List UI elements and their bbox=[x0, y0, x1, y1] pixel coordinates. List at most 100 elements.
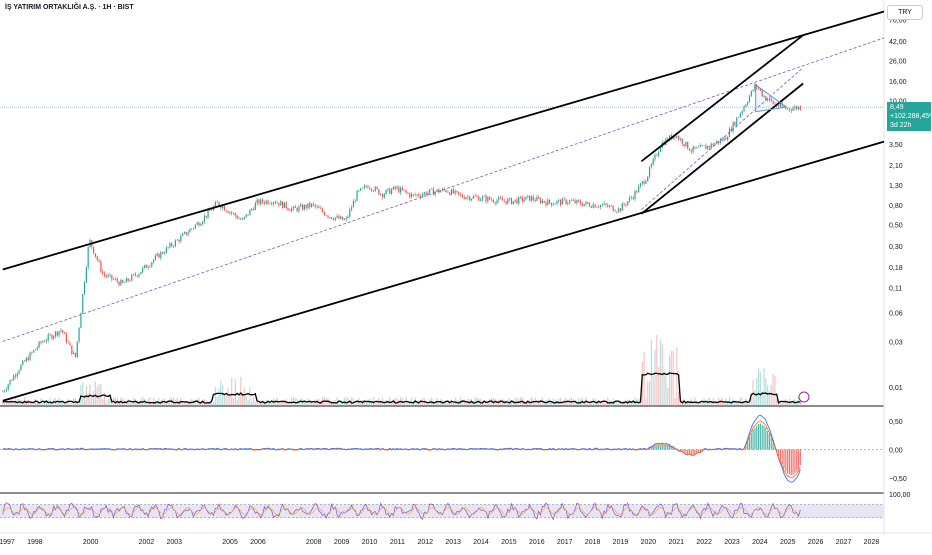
candle-body bbox=[177, 240, 178, 241]
price-tick-label: 0,01 bbox=[889, 385, 903, 392]
candle-body bbox=[178, 240, 179, 242]
candle-body bbox=[55, 332, 56, 337]
moving-average-line[interactable] bbox=[3, 38, 884, 342]
macd-histogram-bar bbox=[691, 450, 692, 455]
volume-bar bbox=[654, 350, 655, 405]
volume-bar bbox=[237, 400, 238, 405]
candle-body bbox=[184, 232, 185, 234]
volume-bar bbox=[37, 403, 38, 405]
candle-body bbox=[295, 207, 296, 208]
candle-body bbox=[42, 341, 43, 342]
candle-body bbox=[753, 90, 754, 91]
candle-body bbox=[622, 204, 623, 211]
candle-body bbox=[533, 197, 534, 200]
macd-histogram-bar bbox=[791, 450, 792, 476]
candle-body bbox=[153, 260, 154, 263]
volume-bar bbox=[760, 372, 761, 405]
candle-body bbox=[698, 147, 699, 148]
macd-histogram-bar bbox=[767, 431, 768, 449]
price-tick-label: 0,50 bbox=[889, 223, 903, 230]
candle-body bbox=[286, 202, 287, 208]
candle-body bbox=[326, 215, 327, 216]
volume-bar bbox=[754, 391, 755, 405]
candle-body bbox=[451, 189, 452, 194]
candle-body bbox=[293, 207, 294, 209]
candle-body bbox=[320, 208, 321, 209]
candle-body bbox=[676, 136, 677, 138]
candle-body bbox=[516, 200, 517, 204]
candle-body bbox=[618, 208, 619, 211]
volume-bar bbox=[560, 398, 561, 405]
candle-body bbox=[740, 113, 741, 117]
volume-bar bbox=[57, 402, 58, 405]
trendlines[interactable] bbox=[3, 11, 884, 402]
candle-body bbox=[33, 350, 34, 352]
candle-body bbox=[578, 200, 579, 201]
candle-body bbox=[604, 204, 605, 205]
volume-bar bbox=[271, 403, 272, 405]
candle-body bbox=[507, 199, 508, 204]
time-tick-label: 2012 bbox=[417, 539, 433, 546]
candle-body bbox=[683, 144, 684, 146]
macd-histogram-bar bbox=[671, 448, 672, 450]
candle-body bbox=[126, 278, 127, 282]
candle-body bbox=[238, 218, 239, 219]
candle-body bbox=[231, 212, 232, 213]
candle-body bbox=[462, 195, 463, 197]
macd-histogram-bar bbox=[696, 450, 697, 453]
macd-histogram-bar bbox=[749, 437, 750, 449]
candle-body bbox=[169, 243, 170, 247]
symbol-title[interactable]: İŞ YATIRIM ORTAKLIĞI A.Ş. · 1H · BIST bbox=[5, 4, 134, 11]
candle-body bbox=[696, 147, 697, 148]
volume-bar bbox=[131, 403, 132, 405]
trend-line[interactable] bbox=[3, 142, 884, 401]
candle-body bbox=[482, 197, 483, 200]
candle-body bbox=[478, 197, 479, 201]
volume-bar bbox=[93, 391, 94, 405]
triangle-pattern[interactable] bbox=[756, 85, 787, 112]
volume-bar bbox=[671, 351, 672, 405]
candle-body bbox=[246, 214, 247, 217]
candle-body bbox=[57, 332, 58, 336]
candle-body bbox=[738, 117, 739, 118]
candle-body bbox=[297, 208, 298, 211]
candle-body bbox=[75, 353, 76, 357]
candle-body bbox=[247, 214, 248, 215]
volume-bar bbox=[660, 340, 661, 405]
volume-bar bbox=[531, 397, 532, 405]
candle-body bbox=[725, 138, 726, 140]
candle-body bbox=[129, 281, 130, 282]
volume-bar bbox=[253, 397, 254, 405]
candle-body bbox=[100, 262, 101, 272]
candle-body bbox=[198, 223, 199, 226]
candle-body bbox=[591, 207, 592, 208]
volume-bar bbox=[411, 397, 412, 405]
candle-body bbox=[189, 229, 190, 232]
candle-body bbox=[702, 145, 703, 146]
candle-body bbox=[333, 219, 334, 220]
trend-line[interactable] bbox=[641, 35, 803, 161]
candle-body bbox=[224, 206, 225, 210]
candle-body bbox=[275, 202, 276, 203]
macd-histogram-bar bbox=[693, 450, 694, 455]
indicator-badge-icon[interactable] bbox=[799, 392, 809, 402]
macd-histogram-bar bbox=[787, 450, 788, 474]
candle-body bbox=[233, 213, 234, 214]
volume-bar bbox=[680, 402, 681, 405]
candle-body bbox=[484, 196, 485, 197]
currency-button[interactable]: TRY bbox=[887, 5, 923, 20]
volume-bar bbox=[484, 403, 485, 405]
candle-body bbox=[580, 201, 581, 204]
candle-body bbox=[217, 202, 218, 203]
candle-body bbox=[787, 108, 788, 109]
candle-body bbox=[593, 204, 594, 207]
candle-body bbox=[351, 207, 352, 209]
volume-bar bbox=[756, 378, 757, 405]
candle-body bbox=[117, 279, 118, 282]
candle-body bbox=[187, 232, 188, 234]
volume-bar bbox=[231, 378, 232, 405]
candle-body bbox=[338, 216, 339, 219]
trend-line[interactable] bbox=[3, 11, 884, 269]
